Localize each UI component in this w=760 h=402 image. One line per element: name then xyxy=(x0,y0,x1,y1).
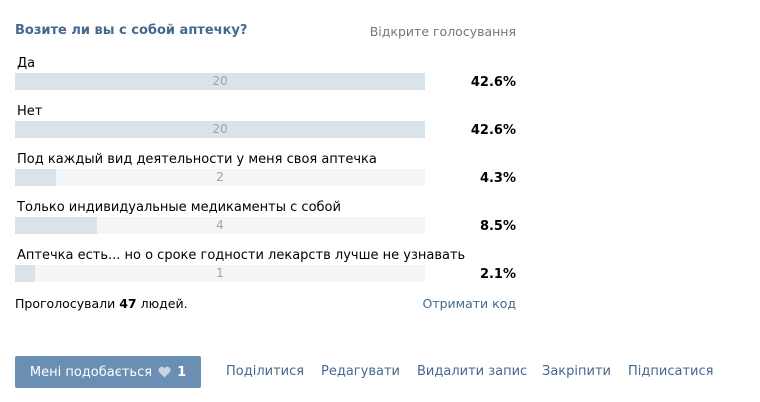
poll-option[interactable]: Под каждый вид деятельности у меня своя … xyxy=(15,150,516,198)
subscribe-link[interactable]: Підписатися xyxy=(628,364,714,379)
get-code-link[interactable]: Отримати код xyxy=(422,296,517,311)
poll-option[interactable]: Нет 20 42.6% xyxy=(15,102,516,150)
poll-option-bar: 20 xyxy=(15,73,425,90)
poll-option-bar: 4 xyxy=(15,217,425,234)
like-button-label: Мені подобається xyxy=(29,364,153,380)
poll-option-bar: 2 xyxy=(15,169,425,186)
poll-title: Возите ли вы с собой аптечку? xyxy=(15,23,248,38)
poll-option-count: 1 xyxy=(216,266,224,280)
poll-option-label: Нет xyxy=(17,104,43,119)
poll-option-percent: 2.1% xyxy=(479,267,516,282)
poll-option-percent: 42.6% xyxy=(470,123,516,138)
poll-option[interactable]: Только индивидуальные медикаменты с собо… xyxy=(15,198,516,246)
edit-link[interactable]: Редагувати xyxy=(321,364,400,379)
share-link[interactable]: Поділитися xyxy=(226,364,305,379)
poll-option-label: Под каждый вид деятельности у меня своя … xyxy=(17,152,377,167)
poll-option-bar: 20 xyxy=(15,121,425,138)
pin-link[interactable]: Закріпити xyxy=(542,364,611,379)
poll-option-count: 20 xyxy=(212,74,228,88)
poll-option-bar-fill xyxy=(15,73,425,90)
poll: Возите ли вы с собой аптечку? Відкрите г… xyxy=(15,22,516,316)
poll-option[interactable]: Аптечка есть... но о сроке годности лека… xyxy=(15,246,516,294)
poll-type-label: Відкрите голосування xyxy=(369,24,516,39)
poll-option-bar-fill xyxy=(15,169,57,186)
poll-option-percent: 42.6% xyxy=(470,75,516,90)
poll-option-count: 2 xyxy=(216,170,224,184)
poll-option-bar: 1 xyxy=(15,265,425,282)
voted-suffix: людей. xyxy=(140,296,188,311)
poll-option-bar-fill xyxy=(15,217,97,234)
like-button[interactable]: Мені подобається 1 xyxy=(15,356,201,388)
poll-option-bar-fill xyxy=(15,265,36,282)
poll-option-count: 20 xyxy=(212,122,228,136)
poll-option-bar-fill xyxy=(15,121,425,138)
poll-footer: Проголосували 47 людей. Отримати код xyxy=(15,296,516,316)
poll-option-count: 4 xyxy=(216,218,224,232)
poll-option-label: Да xyxy=(17,56,36,71)
voted-prefix: Проголосували xyxy=(15,296,116,311)
heart-icon xyxy=(158,366,171,378)
delete-post-link[interactable]: Видалити запис xyxy=(417,364,528,379)
poll-option-label: Только индивидуальные медикаменты с собо… xyxy=(17,200,341,215)
poll-option-label: Аптечка есть... но о сроке годности лека… xyxy=(17,248,466,263)
voted-count: 47 xyxy=(119,296,137,311)
voted-summary: Проголосували 47 людей. xyxy=(15,296,188,311)
poll-option[interactable]: Да 20 42.6% xyxy=(15,54,516,102)
like-count: 1 xyxy=(177,364,187,380)
poll-option-percent: 4.3% xyxy=(479,171,516,186)
post-actions: Мені подобається 1 Поділитися Редагувати… xyxy=(15,356,735,388)
poll-header: Возите ли вы с собой аптечку? Відкрите г… xyxy=(15,22,516,42)
poll-option-percent: 8.5% xyxy=(479,219,516,234)
